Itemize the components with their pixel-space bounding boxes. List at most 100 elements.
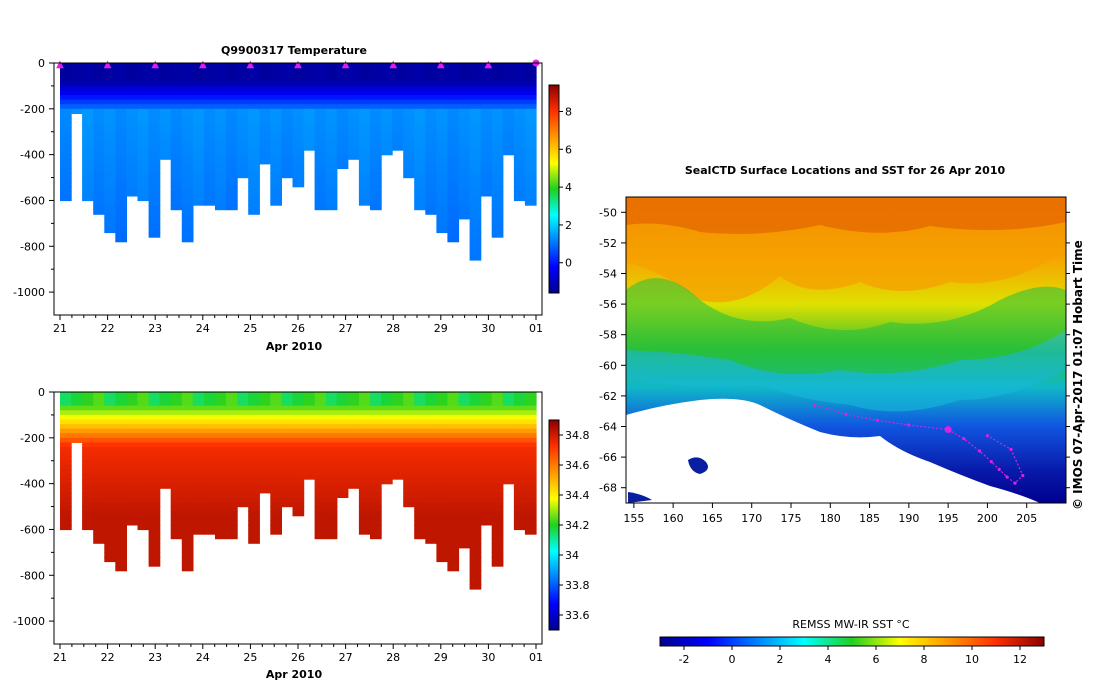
section-cell bbox=[159, 465, 172, 471]
section-cell bbox=[115, 511, 127, 517]
section-cell bbox=[93, 85, 105, 92]
section-cell bbox=[170, 460, 183, 466]
section-cell bbox=[524, 163, 537, 169]
section-cell bbox=[93, 200, 105, 206]
section-cell bbox=[370, 99, 382, 105]
section-cell bbox=[71, 72, 83, 78]
section-cell bbox=[215, 168, 227, 174]
section-cell bbox=[502, 67, 515, 73]
section-cell bbox=[104, 515, 116, 521]
section-cell bbox=[170, 163, 183, 169]
section-cell bbox=[170, 191, 183, 197]
section-cell bbox=[192, 200, 205, 206]
section-cell bbox=[60, 182, 72, 188]
section-cell bbox=[148, 186, 161, 192]
section-cell bbox=[336, 428, 349, 434]
section-cell bbox=[126, 492, 139, 498]
section-cell bbox=[203, 414, 216, 421]
section-cell bbox=[469, 255, 482, 261]
section-cell bbox=[491, 108, 504, 114]
section-cell bbox=[513, 401, 526, 407]
map-colorbar-tick-label: 8 bbox=[921, 653, 928, 666]
section-cell bbox=[104, 81, 116, 87]
section-cell bbox=[137, 76, 150, 82]
section-cell bbox=[469, 63, 482, 69]
x-tick-label: 26 bbox=[291, 651, 305, 664]
section-cell bbox=[447, 136, 460, 142]
section-cell bbox=[392, 140, 404, 147]
section-cell bbox=[436, 428, 449, 434]
section-cell bbox=[325, 396, 338, 402]
section-cell bbox=[347, 76, 360, 82]
section-cell bbox=[414, 81, 426, 87]
section-cell bbox=[115, 456, 127, 462]
section-cell bbox=[469, 237, 482, 243]
section-cell bbox=[447, 538, 460, 544]
section-cell bbox=[281, 122, 294, 128]
section-cell bbox=[226, 497, 238, 503]
section-cell bbox=[513, 479, 526, 485]
section-cell bbox=[403, 72, 415, 78]
section-cell bbox=[370, 424, 382, 430]
section-cell bbox=[115, 67, 127, 73]
section-cell bbox=[491, 140, 504, 147]
section-cell bbox=[237, 414, 249, 421]
section-cell bbox=[469, 442, 482, 448]
section-cell bbox=[226, 127, 238, 133]
section-cell bbox=[115, 113, 127, 119]
section-cell bbox=[181, 95, 194, 101]
section-cell bbox=[314, 145, 327, 151]
section-cell bbox=[425, 118, 437, 124]
section-cell bbox=[226, 433, 238, 439]
section-cell bbox=[226, 437, 238, 443]
section-cell bbox=[148, 85, 161, 92]
section-cell bbox=[469, 396, 482, 402]
section-cell bbox=[524, 506, 537, 512]
section-cell bbox=[458, 85, 471, 92]
section-cell bbox=[414, 534, 426, 540]
section-cell bbox=[281, 76, 294, 82]
section-cell bbox=[491, 465, 504, 471]
section-cell bbox=[170, 447, 183, 453]
section-cell bbox=[226, 456, 238, 462]
section-cell bbox=[370, 145, 382, 151]
section-cell bbox=[215, 99, 227, 105]
section-cell bbox=[436, 85, 449, 92]
section-cell bbox=[104, 154, 116, 160]
section-cell bbox=[159, 442, 172, 448]
section-cell bbox=[215, 520, 227, 526]
section-cell bbox=[469, 506, 482, 512]
section-cell bbox=[226, 67, 238, 73]
x-tick-label: 28 bbox=[386, 322, 400, 335]
section-cell bbox=[137, 145, 150, 151]
section-cell bbox=[458, 465, 471, 471]
section-cell bbox=[381, 469, 393, 476]
section-cell bbox=[137, 465, 150, 471]
section-cell bbox=[292, 95, 305, 101]
section-cell bbox=[358, 410, 371, 416]
section-cell bbox=[226, 424, 238, 430]
section-cell bbox=[358, 492, 371, 498]
x-tick-label: 21 bbox=[53, 651, 67, 664]
section-cell bbox=[458, 460, 471, 466]
section-cell bbox=[159, 419, 172, 425]
section-cell bbox=[314, 469, 327, 476]
section-cell bbox=[270, 76, 282, 82]
section-cell bbox=[491, 177, 504, 183]
section-cell bbox=[215, 433, 227, 439]
section-cell bbox=[170, 186, 183, 192]
section-cell bbox=[403, 437, 415, 443]
section-cell bbox=[248, 456, 260, 462]
section-cell bbox=[170, 195, 183, 202]
section-cell bbox=[248, 451, 260, 457]
section-cell bbox=[425, 81, 437, 87]
section-cell bbox=[215, 414, 227, 421]
section-cell bbox=[524, 405, 537, 411]
section-cell bbox=[248, 515, 260, 521]
section-cell bbox=[292, 392, 305, 398]
section-cell bbox=[447, 108, 460, 114]
section-cell bbox=[215, 474, 227, 480]
section-cell bbox=[203, 433, 216, 439]
section-cell bbox=[60, 433, 72, 439]
section-cell bbox=[458, 72, 471, 78]
